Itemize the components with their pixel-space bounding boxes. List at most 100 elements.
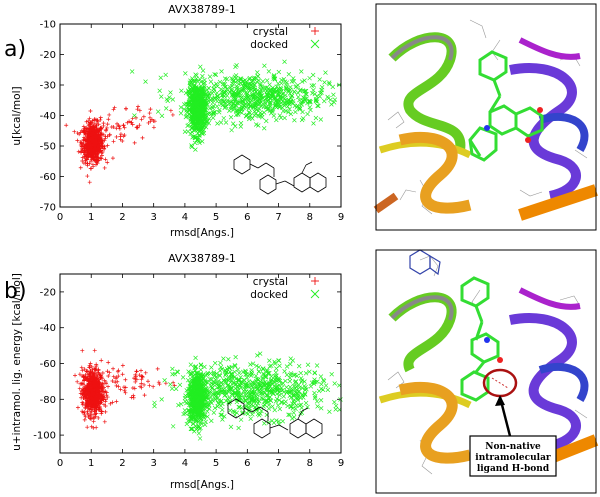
- docked-point: [308, 384, 314, 389]
- docked-point: [261, 126, 267, 131]
- docked-point: [206, 120, 212, 126]
- docked-point: [190, 408, 196, 414]
- crystal-point: [97, 383, 102, 388]
- crystal-point: [100, 389, 105, 394]
- docked-point: [196, 396, 202, 401]
- chart-b-title: AVX38789-1: [168, 252, 236, 265]
- crystal-point: [145, 379, 150, 384]
- crystal-point: [110, 156, 115, 161]
- crystal-point: [138, 384, 143, 389]
- crystal-point: [125, 120, 130, 125]
- docked-point: [176, 402, 181, 408]
- crystal-point: [86, 148, 91, 153]
- x-tick-label: 7: [275, 458, 281, 469]
- docked-point: [193, 419, 199, 424]
- docked-point: [276, 69, 282, 75]
- docked-point: [213, 377, 218, 382]
- docked-point: [225, 98, 230, 103]
- crystal-point: [115, 379, 120, 384]
- docked-point: [261, 104, 266, 110]
- docked-point: [188, 426, 194, 432]
- docked-point: [235, 367, 241, 372]
- docked-point: [217, 373, 223, 378]
- docked-point: [267, 388, 272, 393]
- crystal-point: [94, 390, 99, 395]
- crystal-point: [88, 371, 93, 376]
- docked-point: [228, 424, 234, 430]
- crystal-point: [105, 143, 110, 148]
- docked-point: [229, 364, 234, 370]
- docked-point: [323, 70, 328, 75]
- docked-point: [332, 97, 338, 102]
- docked-point: [208, 371, 213, 376]
- docked-point: [243, 368, 248, 374]
- crystal-point: [99, 144, 104, 149]
- docked-point: [246, 106, 252, 111]
- docked-point: [315, 404, 320, 409]
- ligand-sticks-c: [468, 50, 544, 162]
- docked-point: [305, 404, 310, 410]
- crystal-point: [147, 115, 152, 120]
- docked-point: [314, 363, 320, 368]
- chart-a-legend: crystal docked: [250, 26, 320, 51]
- docked-point: [194, 107, 199, 112]
- crystal-point: [90, 396, 95, 401]
- docked-point: [191, 389, 196, 395]
- crystal-point: [95, 119, 100, 124]
- docked-point: [198, 116, 203, 122]
- crystal-point: [87, 400, 92, 405]
- docked-point: [204, 390, 209, 396]
- docked-point: [216, 378, 221, 384]
- docked-point: [205, 402, 210, 408]
- crystal-point: [137, 123, 142, 128]
- annotation-line-3: ligand H-bond: [477, 464, 550, 474]
- docked-point: [192, 94, 198, 99]
- crystal-point: [83, 394, 88, 399]
- crystal-point: [99, 358, 104, 363]
- docked-point: [288, 99, 293, 104]
- y-tick-label: -30: [40, 81, 56, 92]
- docked-point: [265, 369, 270, 374]
- docked-point: [219, 380, 224, 385]
- y-tick-label: -60: [40, 359, 56, 370]
- docked-point: [295, 397, 301, 403]
- docked-point: [330, 84, 336, 90]
- docked-point: [318, 374, 324, 379]
- docked-point: [167, 95, 172, 100]
- crystal-point: [94, 425, 99, 430]
- docked-point: [214, 104, 220, 109]
- docked-point: [253, 99, 258, 104]
- docked-point: [291, 410, 296, 416]
- crystal-point: [79, 140, 84, 145]
- docked-point: [286, 110, 291, 115]
- x-tick-label: 6: [244, 458, 250, 469]
- docked-point: [282, 103, 287, 108]
- docked-point: [270, 91, 276, 96]
- crystal-point: [97, 380, 102, 385]
- docked-point: [205, 409, 210, 414]
- docked-point: [252, 405, 258, 410]
- docked-point: [223, 389, 229, 395]
- docked-point: [293, 406, 298, 412]
- docked-point: [193, 355, 198, 361]
- crystal-point: [111, 139, 116, 144]
- crystal-point: [104, 125, 109, 130]
- docked-point: [294, 384, 299, 389]
- docked-point: [152, 400, 157, 406]
- chart-rmsd-vs-energy-a: AVX38789-1 0 1 2 3 4 5 6 7 8 9 -70 -60 -50 -40 -30 -20 -…: [11, 3, 344, 239]
- docked-point: [255, 123, 261, 128]
- crystal-point: [108, 401, 113, 406]
- crystal-point: [156, 380, 161, 385]
- docked-point: [296, 94, 301, 100]
- docked-point: [284, 86, 289, 91]
- docked-point: [214, 81, 219, 87]
- docked-point: [255, 74, 261, 79]
- crystal-point: [102, 385, 106, 390]
- docked-point: [266, 402, 272, 408]
- crystal-point: [92, 403, 97, 408]
- crystal-point: [98, 115, 103, 120]
- docked-point: [269, 87, 274, 93]
- crystal-point: [83, 156, 88, 161]
- crystal-point: [107, 112, 112, 117]
- docked-point: [215, 381, 220, 387]
